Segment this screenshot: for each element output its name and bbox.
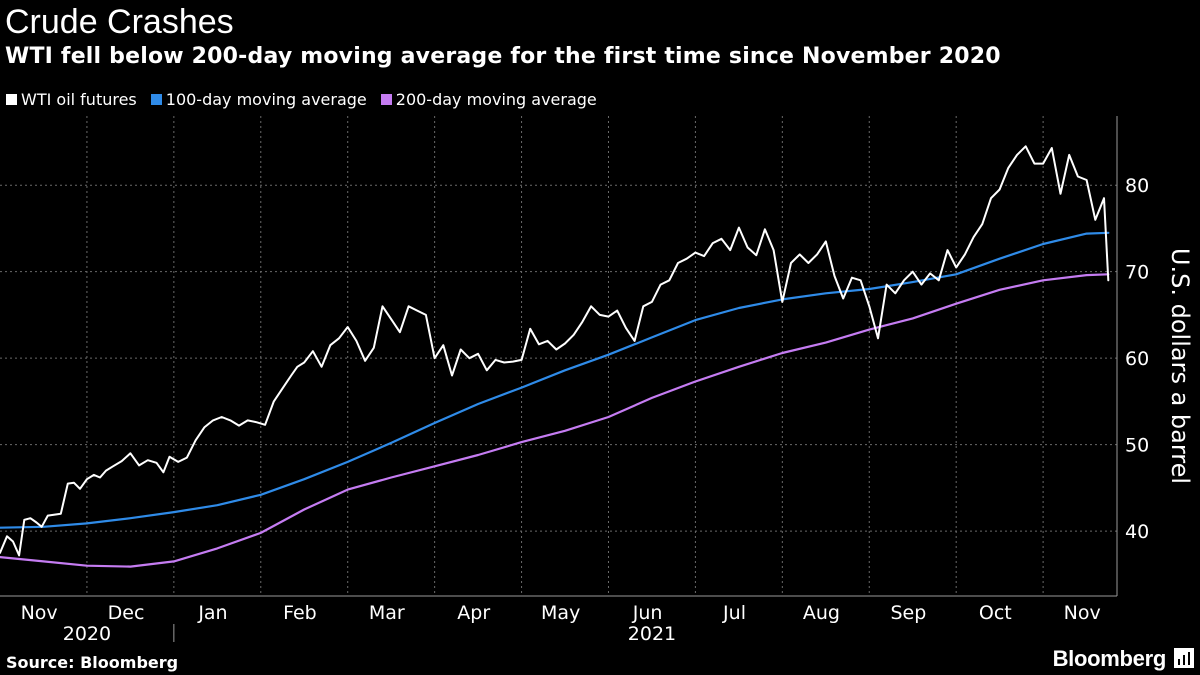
legend-swatch-wti xyxy=(6,94,17,105)
x-tick-label: Dec xyxy=(108,602,145,624)
y-tick-label: 40 xyxy=(1125,521,1149,543)
series-line-200dma xyxy=(0,273,1110,568)
y-tick-label: 60 xyxy=(1125,348,1149,370)
x-tick-label: Apr xyxy=(457,602,490,624)
x-tick-label: Nov xyxy=(21,602,58,624)
series-line-100dma xyxy=(0,231,1110,529)
x-tick-label: Oct xyxy=(979,602,1012,624)
chart-subtitle: WTI fell below 200-day moving average fo… xyxy=(5,44,1001,69)
legend: WTI oil futures 100-day moving average 2… xyxy=(6,90,597,109)
legend-item-100dma: 100-day moving average xyxy=(150,90,367,109)
legend-label-200dma: 200-day moving average xyxy=(395,90,597,109)
x-tick-label: Sep xyxy=(890,602,926,624)
brand-wordmark: Bloomberg xyxy=(1052,646,1167,671)
x-tick-label: Nov xyxy=(1064,602,1101,624)
chart-title: Crude Crashes xyxy=(5,3,234,41)
y-tick-label: 70 xyxy=(1125,262,1149,284)
year-label: 2020 xyxy=(63,623,111,645)
legend-label-wti: WTI oil futures xyxy=(21,90,137,109)
legend-item-200dma: 200-day moving average xyxy=(380,90,597,109)
source-note: Source: Bloomberg xyxy=(6,653,179,672)
x-tick-label: Feb xyxy=(283,602,317,624)
legend-swatch-100dma xyxy=(150,94,162,105)
legend-swatch-200dma xyxy=(380,94,392,105)
x-tick-label: Jan xyxy=(197,602,227,624)
y-tick-label: 50 xyxy=(1125,435,1149,457)
x-tick-label: Jun xyxy=(632,602,663,624)
x-tick-label: May xyxy=(541,602,580,624)
x-tick-label: Jul xyxy=(722,602,746,624)
x-tick-label: Mar xyxy=(369,602,405,624)
legend-label-100dma: 100-day moving average xyxy=(165,90,367,109)
series-line-wti xyxy=(0,145,1110,557)
bloomberg-chart-icon xyxy=(1174,648,1194,668)
y-tick-label: 80 xyxy=(1125,175,1149,197)
year-label: 2021 xyxy=(628,623,676,645)
x-tick-label: Aug xyxy=(803,602,840,624)
legend-item-wti: WTI oil futures xyxy=(6,90,137,109)
y-axis-title: U.S. dollars a barrel xyxy=(1166,248,1194,484)
